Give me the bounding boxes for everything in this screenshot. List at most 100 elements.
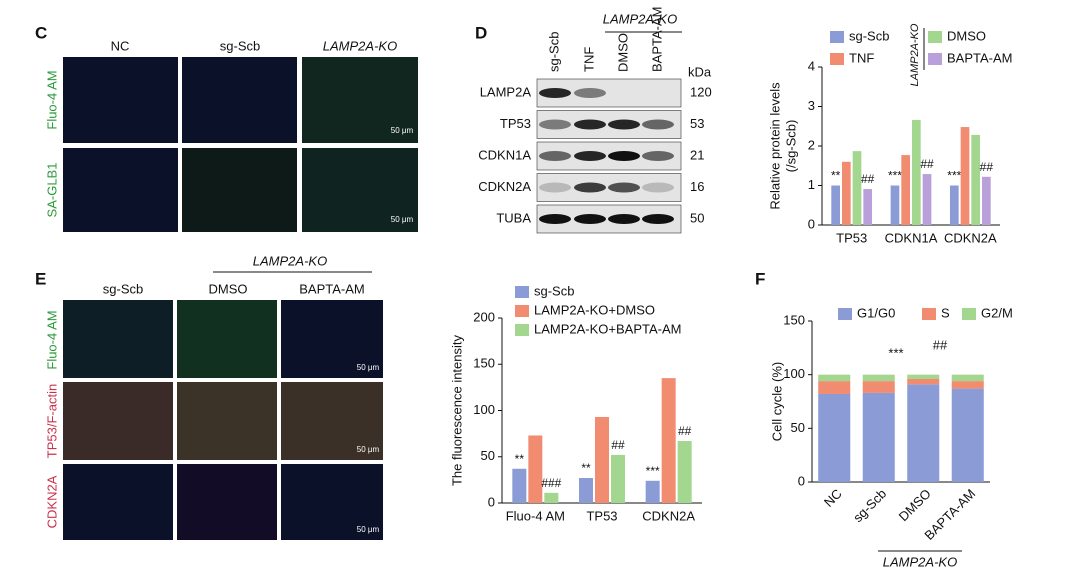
significance: ## — [980, 160, 994, 174]
bar — [912, 119, 921, 225]
column-group: LAMP2A-KO — [253, 253, 327, 268]
panel-label: D — [475, 23, 487, 42]
band — [642, 182, 674, 193]
y-tick-label: 150 — [783, 312, 805, 327]
legend-label: LAMP2A-KO+DMSO — [534, 302, 655, 317]
significance: ## — [678, 424, 692, 438]
row-label: CDKN2A — [44, 475, 59, 528]
significance: ** — [581, 461, 591, 475]
bar — [528, 435, 543, 503]
x-tick-label: CDKN2A — [944, 230, 997, 245]
band — [539, 151, 571, 161]
x-tick-label: sg-Scb — [850, 486, 889, 525]
bar-segment — [951, 374, 984, 382]
bar-segment — [818, 374, 851, 382]
row-label: TP53/F-actin — [44, 384, 59, 458]
legend-swatch — [928, 53, 942, 65]
lane-label: DMSO — [615, 33, 630, 72]
legend-label: TNF — [849, 50, 874, 65]
legend-swatch — [962, 308, 976, 320]
lane-group: LAMP2A-KO — [603, 11, 677, 26]
significance: *** — [888, 345, 903, 360]
significance: *** — [888, 169, 902, 183]
micrographs — [63, 57, 418, 232]
scale-bar: 50 μm — [391, 215, 414, 224]
y-axis-label: The fluorescence intensity — [449, 334, 464, 486]
unit: kDa — [688, 64, 712, 79]
bar — [852, 151, 862, 225]
bar-segment — [862, 381, 895, 393]
bar-segment — [951, 388, 984, 482]
group-label: LAMP2A-KO — [883, 554, 957, 569]
column-label: LAMP2A-KO — [323, 38, 397, 53]
legend-label: S — [941, 305, 950, 320]
band — [574, 214, 606, 224]
legend-swatch — [922, 308, 936, 320]
scale-bar: 50 μm — [357, 445, 380, 454]
y-tick-label: 50 — [791, 420, 805, 435]
band — [608, 151, 640, 161]
lane-label: TNF — [581, 47, 596, 72]
x-tick-label: CDKN1A — [885, 230, 938, 245]
legend-label: sg-Scb — [849, 28, 889, 43]
band — [642, 119, 674, 130]
y-tick-label: 0 — [488, 494, 495, 509]
bar — [645, 480, 660, 503]
legend-swatch — [515, 324, 529, 336]
x-tick-label: TP53 — [836, 230, 867, 245]
scale-bar: 50 μm — [391, 126, 414, 135]
kda-label: 120 — [690, 84, 712, 99]
legend-swatch — [830, 53, 844, 65]
lane-label: BAPTA-AM — [649, 7, 664, 73]
bar-segment — [907, 378, 940, 385]
x-tick-label: DMSO — [896, 486, 934, 524]
kda-label: 50 — [690, 210, 704, 225]
bar — [579, 478, 593, 503]
x-tick-label: NC — [821, 486, 845, 510]
bar-segment — [862, 374, 895, 382]
legend-label: BAPTA-AM — [947, 50, 1013, 65]
bar — [512, 468, 527, 503]
y-tick-label: 50 — [481, 448, 495, 463]
legend-label: LAMP2A-KO+BAPTA-AM — [534, 321, 682, 336]
y-axis-label: (/sg-Scb) — [783, 120, 798, 173]
blot-strip — [536, 78, 682, 108]
bar — [863, 189, 873, 225]
legend-swatch — [515, 286, 529, 298]
bar — [971, 134, 981, 225]
scale-bar: 50 μm — [357, 525, 380, 534]
y-tick-label: 3 — [808, 98, 815, 113]
bar — [544, 492, 559, 503]
row-label: Fluo-4 AM — [44, 310, 59, 369]
scale-bar: 50 μm — [357, 363, 380, 372]
bar — [611, 454, 625, 503]
bar — [901, 155, 910, 225]
band — [574, 88, 606, 98]
protein-label: TP53 — [500, 116, 531, 131]
column-label: sg-Scb — [103, 281, 143, 296]
kda-label: 21 — [690, 147, 704, 162]
significance: *** — [947, 169, 961, 183]
y-tick-label: 4 — [808, 58, 815, 73]
y-axis-label: Relative protein levels — [767, 82, 782, 210]
significance: *** — [646, 464, 660, 478]
legend-swatch — [838, 308, 852, 320]
legend-label: DMSO — [947, 28, 986, 43]
kda-label: 16 — [690, 179, 704, 194]
bar — [661, 378, 676, 503]
legend-group: LAMP2A-KO — [909, 23, 921, 86]
bar — [922, 174, 932, 225]
legend-label: G1/G0 — [857, 305, 895, 320]
bar-segment — [907, 374, 940, 379]
bar — [960, 127, 970, 225]
y-tick-label: 100 — [473, 402, 495, 417]
row-label: Fluo-4 AM — [44, 70, 59, 129]
band — [574, 151, 606, 161]
micrographs — [63, 300, 383, 540]
band — [642, 151, 674, 161]
band — [608, 119, 640, 130]
x-tick-label: CDKN2A — [642, 508, 695, 523]
band — [539, 182, 571, 193]
western-blot: sg-Scb TNF DMSO BAPTA-AM LAMP2A 120 TP53 53 CDKN… — [478, 7, 712, 234]
y-tick-label: 2 — [808, 137, 815, 152]
